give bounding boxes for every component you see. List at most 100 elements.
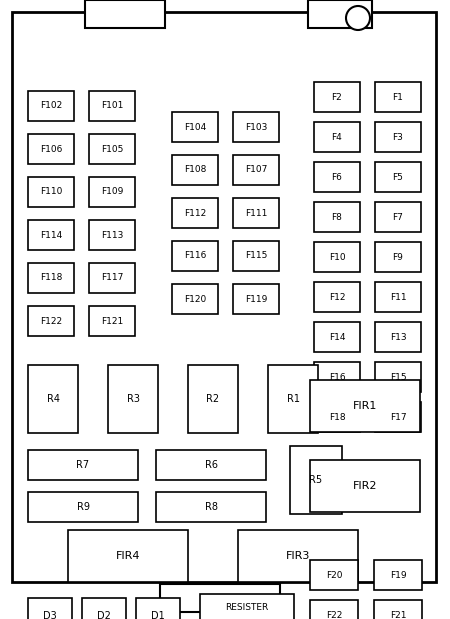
Text: F11: F11 — [390, 293, 406, 301]
Bar — [156, 492, 266, 522]
Text: F9: F9 — [392, 253, 404, 261]
Text: F107: F107 — [245, 165, 267, 175]
Bar — [28, 177, 74, 207]
Bar — [172, 112, 218, 142]
Bar — [89, 306, 135, 336]
Circle shape — [346, 6, 370, 30]
Text: F109: F109 — [101, 188, 123, 196]
Text: F1: F1 — [392, 92, 404, 102]
Bar — [310, 600, 358, 619]
Text: F22: F22 — [326, 610, 342, 619]
Bar — [310, 380, 420, 432]
Text: F119: F119 — [245, 295, 267, 303]
Text: F116: F116 — [184, 251, 206, 261]
Bar — [172, 198, 218, 228]
Bar — [172, 241, 218, 271]
Bar — [28, 450, 138, 480]
Bar — [233, 198, 279, 228]
Text: F4: F4 — [332, 132, 342, 142]
Bar — [28, 492, 138, 522]
Bar — [314, 282, 360, 312]
Bar — [375, 282, 421, 312]
Text: F5: F5 — [392, 173, 404, 181]
Text: F18: F18 — [328, 412, 345, 422]
Text: F113: F113 — [101, 230, 123, 240]
Text: R9: R9 — [76, 502, 90, 512]
Bar — [314, 402, 360, 432]
Bar — [136, 598, 180, 619]
Bar — [314, 322, 360, 352]
Bar — [89, 220, 135, 250]
Bar — [375, 362, 421, 392]
Bar — [310, 460, 420, 512]
Text: F7: F7 — [392, 212, 404, 222]
Text: R4: R4 — [46, 394, 59, 404]
Bar — [238, 530, 358, 582]
Bar — [68, 530, 188, 582]
Text: F105: F105 — [101, 144, 123, 154]
Text: F114: F114 — [40, 230, 62, 240]
Text: F104: F104 — [184, 123, 206, 131]
Text: F115: F115 — [245, 251, 267, 261]
Bar — [160, 584, 280, 612]
Bar — [268, 365, 318, 433]
Text: F21: F21 — [390, 610, 406, 619]
Bar — [28, 263, 74, 293]
Bar — [314, 82, 360, 112]
Text: F2: F2 — [332, 92, 342, 102]
Text: FIR2: FIR2 — [353, 481, 377, 491]
Text: F10: F10 — [328, 253, 345, 261]
Bar — [233, 155, 279, 185]
Bar — [314, 162, 360, 192]
Text: F19: F19 — [390, 571, 406, 579]
Text: R5: R5 — [310, 475, 323, 485]
Bar — [233, 284, 279, 314]
Text: R6: R6 — [204, 460, 217, 470]
Bar — [89, 177, 135, 207]
Text: F15: F15 — [390, 373, 406, 381]
Bar — [89, 91, 135, 121]
Bar — [82, 598, 126, 619]
Text: F118: F118 — [40, 274, 62, 282]
Bar — [314, 122, 360, 152]
Bar — [89, 263, 135, 293]
Bar — [290, 446, 342, 514]
Text: RESISTER: RESISTER — [225, 604, 269, 612]
Bar — [28, 306, 74, 336]
Text: F102: F102 — [40, 102, 62, 111]
Bar — [188, 365, 238, 433]
Text: FIR4: FIR4 — [116, 551, 140, 561]
Text: F121: F121 — [101, 316, 123, 326]
Text: F17: F17 — [390, 412, 406, 422]
Bar — [314, 362, 360, 392]
Text: F8: F8 — [332, 212, 342, 222]
Bar — [200, 594, 294, 619]
Bar — [308, 0, 372, 28]
Text: D2: D2 — [97, 611, 111, 619]
Bar — [375, 202, 421, 232]
Bar — [89, 134, 135, 164]
Text: F13: F13 — [390, 332, 406, 342]
Bar — [375, 162, 421, 192]
Bar — [28, 220, 74, 250]
Bar — [375, 122, 421, 152]
Bar — [233, 112, 279, 142]
Bar — [375, 322, 421, 352]
Bar — [28, 134, 74, 164]
Bar — [28, 598, 72, 619]
Text: F16: F16 — [328, 373, 345, 381]
Text: FIR3: FIR3 — [286, 551, 310, 561]
Bar — [314, 242, 360, 272]
Text: R2: R2 — [207, 394, 220, 404]
Bar — [375, 402, 421, 432]
Text: D3: D3 — [43, 611, 57, 619]
Text: F106: F106 — [40, 144, 62, 154]
Text: F117: F117 — [101, 274, 123, 282]
Text: F108: F108 — [184, 165, 206, 175]
Bar — [28, 91, 74, 121]
Bar — [108, 365, 158, 433]
Text: F12: F12 — [329, 293, 345, 301]
Text: R3: R3 — [126, 394, 140, 404]
Text: F111: F111 — [245, 209, 267, 217]
Text: F14: F14 — [329, 332, 345, 342]
